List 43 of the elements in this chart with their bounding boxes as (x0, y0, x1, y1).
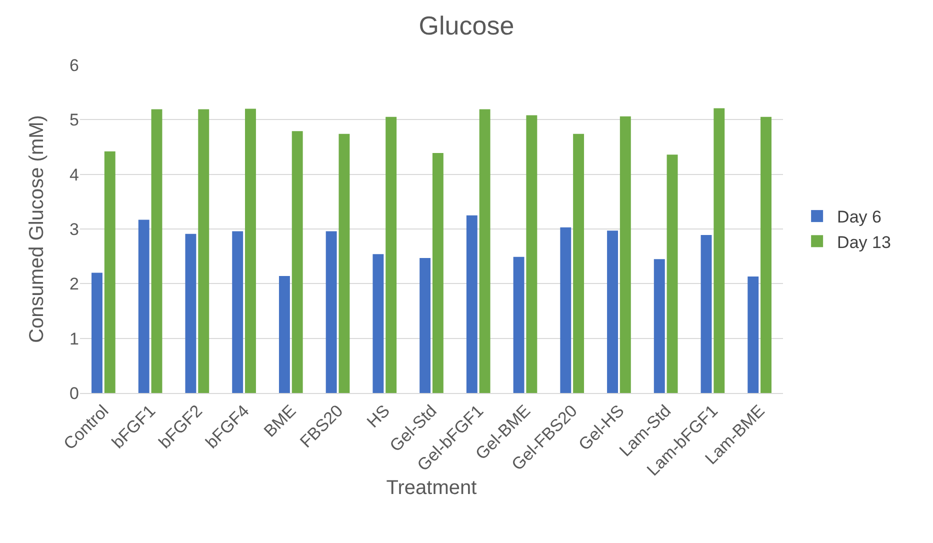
chart-title: Glucose (418, 10, 514, 40)
bar (185, 234, 196, 393)
bar (278, 276, 290, 393)
bar (573, 134, 584, 393)
bar (714, 108, 725, 393)
bar (372, 254, 384, 393)
y-tick-label: 5 (70, 110, 79, 130)
y-tick-label: 3 (70, 220, 79, 239)
y-tick-label: 6 (70, 56, 79, 75)
bar (386, 116, 397, 393)
bar (151, 109, 162, 393)
bar (326, 231, 337, 393)
bar (526, 115, 538, 393)
bar (232, 231, 244, 393)
bar (666, 154, 678, 393)
x-tick-label: HS (363, 401, 394, 432)
bar (92, 272, 102, 393)
legend-label: Day 13 (837, 232, 891, 252)
bar (466, 215, 478, 393)
y-axis-title: Consumed Glucose (mM) (26, 115, 48, 343)
bar (198, 109, 210, 393)
bar (560, 227, 572, 393)
x-axis-title: Treatment (386, 476, 478, 499)
bar (138, 220, 150, 393)
bar (338, 134, 350, 393)
bar (760, 116, 772, 393)
bar (292, 131, 303, 393)
bar (620, 116, 631, 393)
bar (479, 109, 490, 393)
bar (513, 256, 524, 393)
y-tick-label: 1 (70, 329, 79, 348)
bar (700, 235, 712, 393)
bar (245, 108, 256, 393)
legend-label: Day 6 (837, 208, 882, 227)
bar (432, 153, 444, 393)
bar (607, 230, 618, 393)
y-tick-label: 4 (70, 165, 79, 184)
bar (654, 259, 665, 393)
bar (420, 258, 431, 393)
y-tick-label: 0 (70, 384, 79, 403)
bar (104, 151, 116, 393)
y-tick-label: 2 (70, 274, 79, 294)
bar (748, 276, 759, 393)
